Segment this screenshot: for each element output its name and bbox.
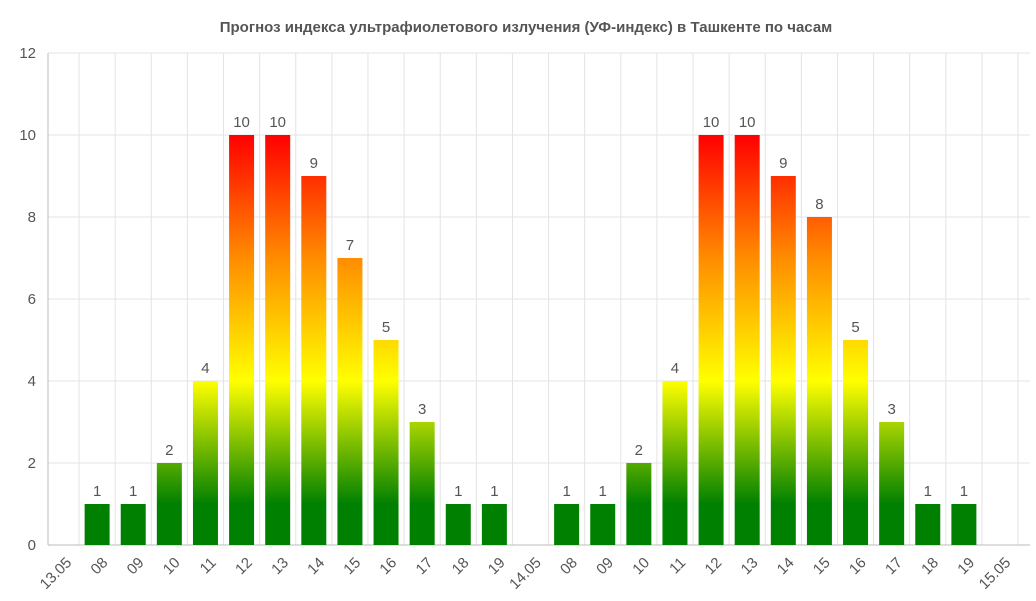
uv-bar [337,258,363,545]
x-tick-label: 09 [593,554,617,578]
uv-bar [590,504,616,545]
uv-bar [84,504,110,545]
x-tick-label: 17 [413,554,437,578]
uv-bar [192,381,218,545]
bar-value-label: 2 [635,442,643,459]
x-tick-label: 17 [882,554,906,578]
uv-bar [156,463,182,545]
bar-value-label: 1 [924,483,932,500]
bar-value-label: 1 [599,483,607,500]
bar-value-label: 1 [490,483,498,500]
bar-value-label: 1 [454,483,462,500]
bar-value-label: 7 [346,237,354,254]
uv-bar [445,504,471,545]
x-tick-label: 14 [304,554,328,578]
bar-value-label: 4 [671,360,679,377]
x-tick-label: 14.05 [506,554,545,593]
bar-value-label: 10 [233,114,250,131]
x-tick-label: 13 [738,554,762,578]
uv-bar [951,504,977,545]
bar-value-label: 1 [960,483,968,500]
y-tick-label: 4 [28,373,36,390]
uv-bar [698,135,724,545]
uv-bar [770,176,796,545]
y-tick-label: 8 [28,209,36,226]
bar-value-label: 5 [382,319,390,336]
x-tick-label: 15.05 [976,554,1015,593]
uv-bar [879,422,905,545]
uv-bar [626,463,652,545]
bar-value-label: 9 [779,155,787,172]
uv-bar [409,422,435,545]
uv-bar [229,135,255,545]
y-tick-label: 12 [19,45,36,62]
x-tick-label: 11 [666,554,689,577]
x-tick-label: 18 [449,554,473,578]
x-tick-label: 12 [702,554,726,578]
y-tick-label: 6 [28,291,36,308]
uv-bar [120,504,146,545]
uv-bar [734,135,760,545]
x-tick-label: 19 [954,554,978,578]
uv-bar [265,135,291,545]
bar-value-label: 1 [562,483,570,500]
uv-bar [915,504,941,545]
uv-bar [373,340,399,545]
uv-bar [301,176,327,545]
bar-value-label: 3 [418,401,426,418]
bar-value-label: 9 [310,155,318,172]
bar-value-label: 10 [703,114,720,131]
x-tick-label: 15 [810,554,834,578]
x-tick-label: 08 [88,554,112,578]
uv-bar [554,504,580,545]
bar-value-label: 2 [165,442,173,459]
y-tick-label: 2 [28,455,36,472]
x-tick-label: 10 [629,554,653,578]
uv-bar [843,340,869,545]
uv-bar [662,381,688,545]
x-tick-label: 19 [485,554,509,578]
x-tick-label: 13 [268,554,292,578]
bar-value-label: 10 [739,114,756,131]
bar-value-label: 4 [201,360,209,377]
bar-value-label: 10 [269,114,286,131]
x-tick-label: 16 [846,554,870,578]
x-tick-label: 14 [774,554,798,578]
bar-value-label: 8 [815,196,823,213]
x-tick-label: 13.05 [37,554,76,593]
bar-value-label: 5 [851,319,859,336]
bar-value-label: 3 [887,401,895,418]
x-tick-label: 08 [557,554,581,578]
chart-title: Прогноз индекса ультрафиолетового излуче… [220,19,833,36]
x-tick-label: 15 [340,554,364,578]
uv-bar [806,217,832,545]
uv-bar [481,504,507,545]
bar-value-label: 1 [129,483,137,500]
x-tick-label: 10 [160,554,184,578]
x-tick-label: 16 [376,554,400,578]
y-tick-label: 10 [19,127,36,144]
x-tick-label: 12 [232,554,256,578]
y-tick-label: 0 [28,537,36,554]
bar-value-label: 1 [93,483,101,500]
x-tick-label: 11 [197,554,220,577]
x-tick-label: 09 [124,554,148,578]
x-tick-label: 18 [918,554,942,578]
